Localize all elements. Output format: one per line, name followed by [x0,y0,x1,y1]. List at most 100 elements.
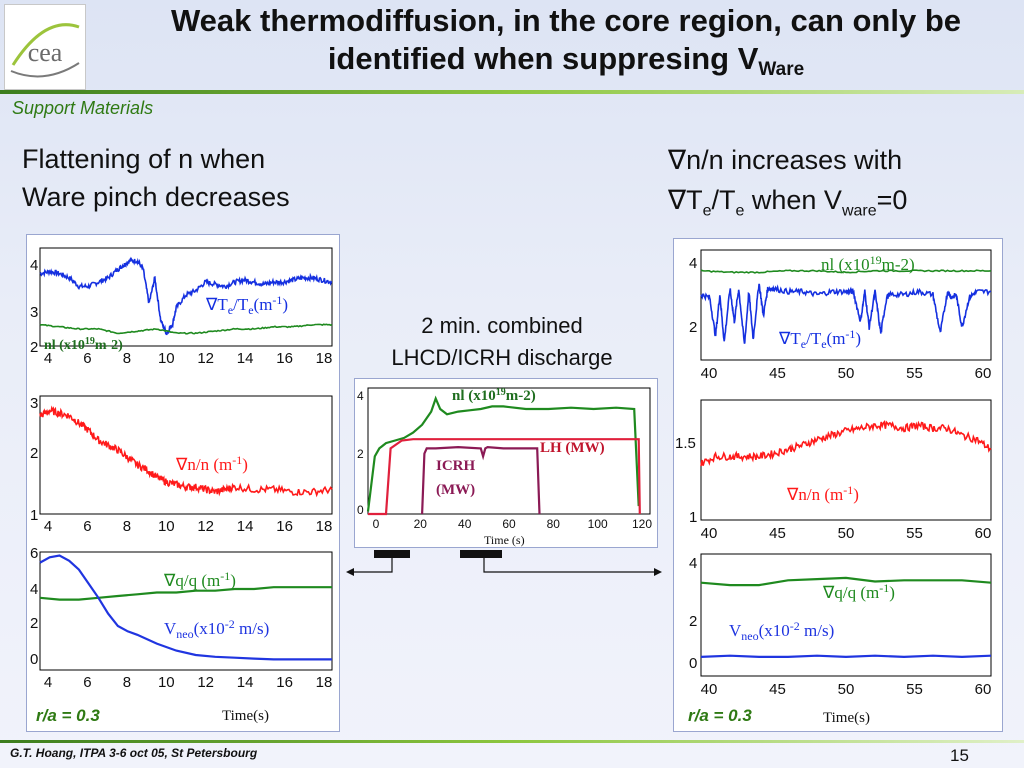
right-bot-xticks: 40 45 50 55 60 [701,681,992,698]
right-heading-when-v: when V [744,185,842,215]
center-xticks-label-0: 0 [373,517,380,531]
subtitle: Support Materials [12,98,154,118]
center-xticks-label-120: 120 [632,517,652,531]
right-mid-axes [700,399,992,521]
left-top-ytick-4: 4 [30,257,38,274]
center-xticks-label-40: 40 [458,517,472,531]
center-nl-label: nl (x1019m-2) [452,387,536,404]
right-top-plot [700,269,992,344]
left-mid-xticks-label-12: 12 [197,518,214,535]
nabla-symbol: ∇ [668,145,687,175]
left-mid-xticks-label-10: 10 [158,518,175,535]
right-window-arrow [483,558,656,573]
left-mid-ytick-2: 2 [30,445,38,462]
right-top-xticks-label-50: 50 [838,365,855,382]
center-caption-line2: LHCD/ICRH discharge [391,345,613,370]
left-top-xticks-label-8: 8 [123,350,131,367]
center-series-0 [366,395,640,512]
right-heading-sub-e2: e [735,202,745,220]
right-top-axes [700,249,992,361]
logo-text: cea [28,38,63,67]
left-bot-ytick-2: 2 [30,615,38,632]
left-top-series-1 [39,323,333,335]
left-ra-label: r/a = 0.3 [36,706,100,725]
right-bot-ytick-4: 4 [689,555,697,572]
right-top-xticks-label-45: 45 [769,365,786,382]
left-bot-xticks-label-6: 6 [83,674,91,691]
right-ra-label: r/a = 0.3 [688,706,752,725]
left-bot-xticks: 4 6 8 10 12 14 16 18 [44,674,333,691]
center-lh-label: LH (MW) [540,440,605,456]
center-xticks-label-60: 60 [502,517,516,531]
left-mid-axes [39,395,333,515]
left-top-xticks: 4 6 8 10 12 14 16 18 [44,350,333,367]
footer-author: G.T. Hoang, ITPA 3-6 oct 05, St Petersbo… [10,746,258,760]
cea-logo-icon: cea [10,23,80,78]
left-heading-line2: Ware pinch decreases [22,182,290,212]
left-bot-xticks-label-16: 16 [276,674,293,691]
right-mid-xticks-label-50: 50 [838,525,855,542]
right-mid-xticks-label-55: 55 [906,525,923,542]
left-figure-svg: 4 3 2 4 6 8 10 12 14 16 18 ∇Te/Te(m-1) nl (x101… [30,247,333,724]
right-bot-plot [700,576,992,659]
right-top-gradT-label: ∇Te/Te(m-1) [778,327,861,351]
left-bot-series-0 [39,586,332,601]
right-mid-xticks: 40 45 50 55 60 [701,525,992,542]
right-heading-eq-zero: =0 [876,185,908,215]
page-number: 15 [950,746,969,765]
left-mid-ytick-3: 3 [30,395,38,412]
right-heading-sub-e: e [702,202,712,220]
right-heading-line1: n/n increases with [686,145,903,175]
time-window-markers [346,550,662,576]
right-top-xticks: 40 45 50 55 60 [701,365,992,382]
left-bot-axes [39,551,333,671]
left-top-xticks-label-6: 6 [83,350,91,367]
left-top-xticks-label-18: 18 [316,350,333,367]
right-top-nl-label: nl (x1019m-2) [821,253,915,274]
right-top-xticks-label-55: 55 [906,365,923,382]
right-bot-xticks-label-45: 45 [769,681,786,698]
left-bot-xticks-label-14: 14 [237,674,254,691]
right-mid-xticks-label-60: 60 [975,525,992,542]
right-bot-series-1 [700,654,992,659]
left-bot-ytick-6: 6 [30,545,38,562]
center-xlabel: Time (s) [484,533,525,547]
right-mid-ytick-1: 1 [689,509,697,526]
center-ytick-0: 0 [357,503,364,517]
left-mid-xticks-label-18: 18 [316,518,333,535]
right-mid-ytick-1.5: 1.5 [675,435,696,452]
nabla-symbol-2: ∇ [668,185,687,215]
left-bot-xticks-label-4: 4 [44,674,52,691]
left-bot-series-1 [39,554,332,661]
right-mid-xticks-label-45: 45 [769,525,786,542]
right-arrow-head-icon [654,568,662,576]
left-mid-ytick-1: 1 [30,507,38,524]
right-mid-plot [700,420,992,467]
right-bot-xticks-label-60: 60 [975,681,992,698]
title-divider [0,90,1024,94]
left-top-plot [39,256,333,336]
right-top-series-1 [700,283,992,344]
center-xticks-label-100: 100 [588,517,608,531]
center-ytick-2: 2 [357,447,364,461]
right-top-xticks-label-40: 40 [701,365,718,382]
right-heading: ∇n/n increases with ∇Te/Te when Vware=0 [668,140,1008,231]
right-bot-xticks-label-50: 50 [838,681,855,698]
right-bot-xticks-label-40: 40 [701,681,718,698]
left-mid-xticks-label-16: 16 [276,518,293,535]
center-plot [366,395,641,516]
left-bot-xticks-label-8: 8 [123,674,131,691]
left-top-xticks-label-12: 12 [197,350,214,367]
left-bot-xticks-label-12: 12 [197,674,214,691]
left-bot-xticks-label-18: 18 [316,674,333,691]
center-icrh-label-2: (MW) [436,482,475,498]
right-bot-ytick-0: 0 [689,655,697,672]
slide-title: Weak thermodiffusion, in the core region… [110,2,1022,89]
right-figure-svg: 4 2 40 45 50 55 60 nl (x1019m-2) ∇Te/Te(m-1)… [675,249,992,726]
left-bot-ytick-4: 4 [30,581,38,598]
right-heading-slash-t: /T [711,185,736,215]
left-mid-series-0 [39,405,333,498]
left-time-label: Time(s) [222,708,269,724]
center-series-2 [421,445,541,515]
left-window-arrow [352,558,393,573]
